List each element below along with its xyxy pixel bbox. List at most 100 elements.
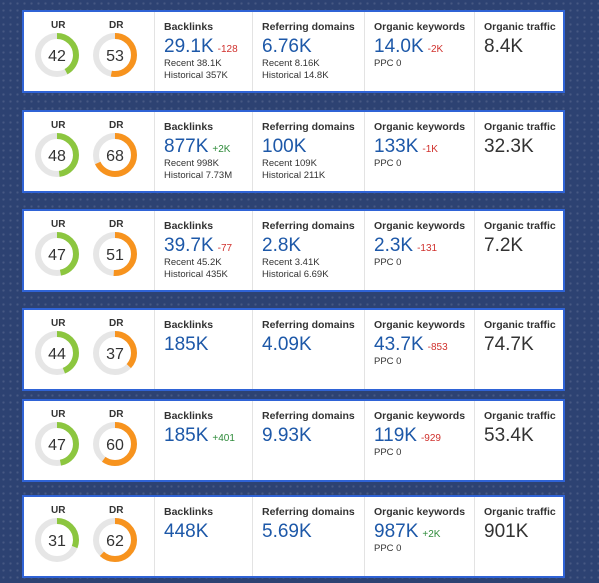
gauge-arc [93,422,137,466]
metric-detail: Historical 6.69K [262,269,329,280]
metric-change: -853 [427,342,448,353]
metrics-panel: UR 48 DR 68 Backlinks 877K +2K Recent 998K Histo… [22,110,565,193]
gauge-value: 68 [106,148,124,165]
metric-detail: Historical 357K [164,70,228,81]
metric-title: Backlinks [164,220,214,232]
metric-title: Backlinks [164,319,214,331]
metric-column: Organic keywords 119K -929 PPC 0 [364,401,474,480]
metric-value-row: 133K -1K [374,136,474,158]
gauge-value: 51 [106,247,124,264]
metric-value-row: 901K [484,521,563,543]
metric-column: Organic traffic 901K [474,497,563,576]
gauge-arc [93,33,137,77]
metric-detail: PPC 0 [374,447,402,458]
metric-value-row: 6.76K [262,36,364,58]
gauge-value: 42 [48,48,66,65]
metric-value: 185K [164,334,209,355]
metric-change: +2K [212,144,231,155]
gauge-label: DR [109,120,124,131]
metric-column: Organic keywords 2.3K -131 PPC 0 [364,211,474,290]
metric-title: Referring domains [262,220,355,232]
metric-value: 8.4K [484,36,524,57]
metrics-panel: UR 44 DR 37 Backlinks 185K Referring domains 4.… [22,308,565,391]
gauge-arc [35,133,79,177]
metric-title: Referring domains [262,410,355,422]
metric-title: Referring domains [262,21,355,33]
gauge-label: DR [109,219,124,230]
gauge-label: UR [51,20,66,31]
metric-title: Organic traffic [484,506,556,518]
gauge-value: 47 [48,247,66,264]
gauges: UR 31 DR 62 [35,505,137,562]
metric-column: Organic traffic 53.4K [474,401,563,480]
gauge-value: 62 [106,533,124,550]
metric-change: -1K [422,144,438,155]
gauge-value: 48 [48,148,66,165]
gauges: UR 44 DR 37 [35,318,137,375]
metric-column: Backlinks 29.1K -128 Recent 38.1K Historical… [154,12,252,91]
metrics-panel: UR 42 DR 53 Backlinks 29.1K -128 Recent 38.1K Hi… [22,10,565,93]
metric-detail: Recent 38.1K [164,58,222,69]
metric-value: 133K [374,136,419,157]
metric-column: Referring domains 5.69K [252,497,364,576]
gauge-arc [35,518,79,562]
metric-title: Backlinks [164,410,214,422]
metric-detail: PPC 0 [374,257,402,268]
metric-change: +2K [422,529,441,540]
gauge-arc [93,518,137,562]
metric-change: -77 [217,243,233,254]
metric-value: 5.69K [262,521,312,542]
metric-detail: Recent 8.16K [262,58,320,69]
metric-column: Referring domains 6.76K Recent 8.16K Histor… [252,12,364,91]
metric-detail: Recent 3.41K [262,257,320,268]
metric-value-row: 14.0K -2K [374,36,474,58]
metric-column: Organic keywords 14.0K -2K PPC 0 [364,12,474,91]
metric-value-row: 5.69K [262,521,364,543]
metric-column: Referring domains 9.93K [252,401,364,480]
gauge-label: DR [109,318,124,329]
metric-value-row: 185K [164,334,252,356]
gauge-arc [93,232,137,276]
metric-value: 901K [484,521,529,542]
metric-title: Organic keywords [374,121,466,133]
metric-detail: PPC 0 [374,356,402,367]
gauge-arc [93,133,137,177]
metric-value-row: 119K -929 [374,425,474,447]
metric-detail: PPC 0 [374,543,402,554]
metric-value-row: 43.7K -853 [374,334,474,356]
metric-title: Referring domains [262,319,355,331]
metric-value-row: 4.09K [262,334,364,356]
metric-value: 2.8K [262,235,302,256]
gauges: UR 42 DR 53 [35,20,137,77]
gauge-arc [35,331,79,375]
metric-value-row: 53.4K [484,425,563,447]
metric-change: -131 [417,243,438,254]
metric-value: 6.76K [262,36,312,57]
metric-column: Referring domains 4.09K [252,310,364,389]
metric-column: Backlinks 185K +401 [154,401,252,480]
metric-title: Backlinks [164,121,214,133]
metric-column: Organic traffic 8.4K [474,12,563,91]
metric-value: 877K [164,136,209,157]
metric-title: Organic traffic [484,410,556,422]
metric-title: Organic traffic [484,121,556,133]
metric-column: Backlinks 185K [154,310,252,389]
metric-column: Organic traffic 32.3K [474,112,563,191]
metric-value-row: 29.1K -128 [164,36,252,58]
metric-change: -929 [420,433,441,444]
gauge-arc [93,331,137,375]
metric-title: Backlinks [164,506,214,518]
metric-value: 100K [262,136,307,157]
gauge-value: 47 [48,437,66,454]
metric-value: 32.3K [484,136,534,157]
metric-column: Backlinks 39.7K -77 Recent 45.2K Historical … [154,211,252,290]
metric-value-row: 448K [164,521,252,543]
gauge-label: UR [51,318,66,329]
metric-change: +401 [212,433,235,444]
metrics-panel: UR 47 DR 51 Backlinks 39.7K -77 Recent 45.2K His… [22,209,565,292]
metric-column: Organic keywords 987K +2K PPC 0 [364,497,474,576]
gauge-label: DR [109,20,124,31]
metric-value-row: 185K +401 [164,425,252,447]
metric-value: 9.93K [262,425,312,446]
metric-detail: Historical 7.73M [164,170,233,181]
